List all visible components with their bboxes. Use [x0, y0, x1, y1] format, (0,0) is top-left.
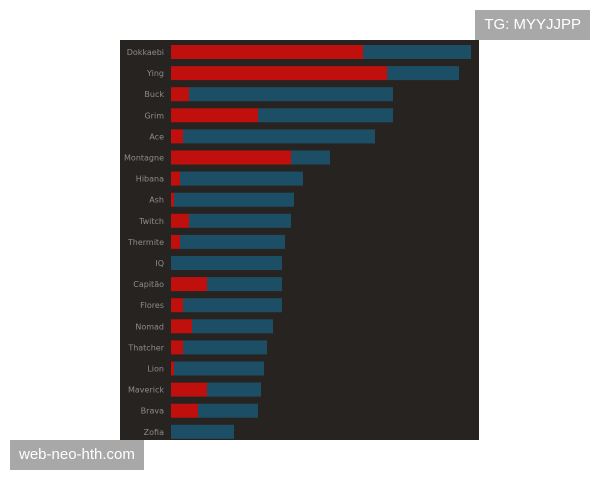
category-label-maverick: Maverick	[128, 386, 164, 395]
category-label-ying: Ying	[146, 69, 164, 78]
category-label-thatcher: Thatcher	[127, 343, 164, 352]
bar-segment-twitch-red	[171, 213, 189, 228]
category-label-capit-o: Capitão	[133, 280, 164, 289]
bar-segment-ash-red	[171, 192, 174, 207]
bar-segment-thatcher-blue	[183, 340, 267, 355]
category-label-twitch: Twitch	[138, 217, 164, 226]
category-label-montagne: Montagne	[124, 154, 164, 163]
bar-segment-hibana-blue	[180, 171, 303, 186]
category-label-dokkaebi: Dokkaebi	[127, 48, 164, 57]
bar-segment-hibana-red	[171, 171, 180, 186]
bar-segment-thatcher-red	[171, 340, 183, 355]
bar-segment-dokkaebi-red	[171, 45, 363, 59]
category-label-flores: Flores	[140, 301, 164, 310]
bar-segment-thermite-blue	[180, 234, 285, 249]
category-label-grim: Grim	[144, 111, 164, 120]
bar-segment-brava-blue	[198, 403, 258, 418]
bar-segment-capit-o-red	[171, 277, 207, 292]
category-label-thermite: Thermite	[127, 238, 164, 247]
watermark-website: web-neo-hth.com	[10, 440, 144, 470]
category-label-ace: Ace	[149, 132, 164, 141]
category-label-nomad: Nomad	[135, 322, 164, 331]
bar-segment-zofia-blue	[171, 424, 234, 439]
bar-segment-grim-red	[171, 108, 258, 123]
bar-segment-ash-blue	[174, 192, 294, 207]
bar-segment-capit-o-blue	[207, 277, 282, 292]
bar-segment-maverick-blue	[207, 382, 261, 397]
bar-segment-flores-red	[171, 298, 183, 313]
bar-segment-brava-red	[171, 403, 198, 418]
bar-segment-lion-red	[171, 361, 174, 376]
category-label-lion: Lion	[147, 365, 164, 374]
bar-segment-maverick-red	[171, 382, 207, 397]
bar-chart: Dokkaebi Ying Buck Grim Ace Montagne Hibana Ash…	[124, 45, 471, 439]
bar-segment-thermite-red	[171, 234, 180, 249]
bar-segment-nomad-red	[171, 319, 192, 334]
chart-panel: Dokkaebi Ying Buck Grim Ace Montagne Hibana Ash…	[120, 40, 479, 440]
bar-segment-dokkaebi-blue	[363, 45, 471, 59]
bar-segment-ying-blue	[387, 66, 459, 81]
watermark-tg: TG: MYYJJPP	[475, 10, 590, 40]
category-label-zofia: Zofia	[144, 428, 164, 437]
bar-segment-twitch-blue	[189, 213, 291, 228]
bar-segment-montagne-blue	[291, 150, 330, 165]
category-label-hibana: Hibana	[136, 175, 164, 184]
bar-segment-ace-red	[171, 129, 183, 144]
bar-segment-ace-blue	[183, 129, 375, 144]
bar-segment-flores-blue	[183, 298, 282, 313]
bar-segment-buck-red	[171, 87, 189, 102]
category-label-buck: Buck	[144, 90, 164, 99]
category-label-ash: Ash	[149, 196, 164, 205]
bar-segment-lion-blue	[174, 361, 264, 376]
bar-segment-iq-blue	[171, 256, 282, 270]
bar-segment-ying-red	[171, 66, 387, 81]
bar-segment-montagne-red	[171, 150, 291, 165]
bar-segment-nomad-blue	[192, 319, 273, 334]
category-label-iq: IQ	[155, 259, 164, 268]
bar-segment-grim-blue	[258, 108, 393, 123]
bar-segment-buck-blue	[189, 87, 393, 102]
category-label-brava: Brava	[141, 407, 164, 416]
